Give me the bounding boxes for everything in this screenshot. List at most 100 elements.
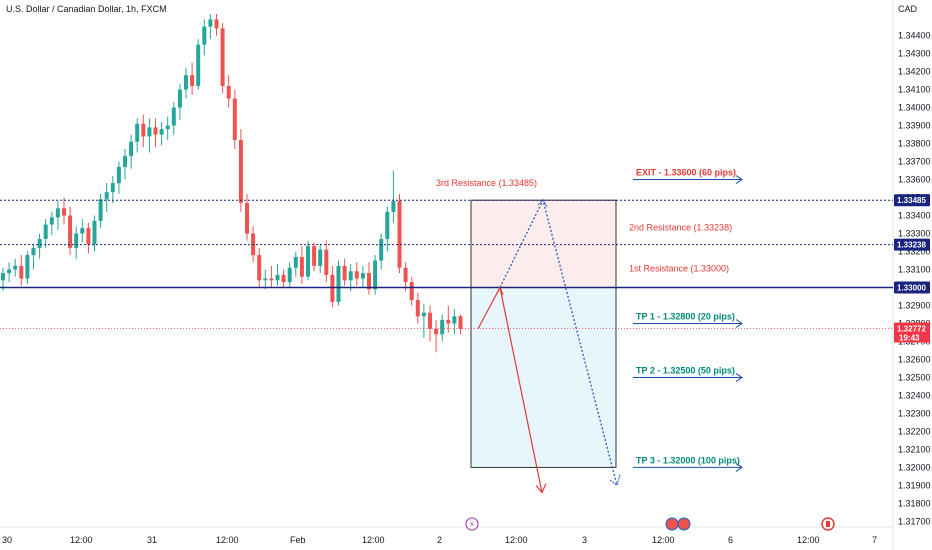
level-price-tag <box>894 281 930 294</box>
candle-body <box>299 256 304 277</box>
candle-body <box>428 312 432 329</box>
last-price-value: 1.32772 <box>897 325 926 334</box>
target-label: TP 2 - 1.32500 (50 pips) <box>636 365 735 375</box>
target-zone-box[interactable] <box>470 286 617 468</box>
price-tick-label: 1.33900 <box>898 121 931 131</box>
price-tick-label: 1.31700 <box>898 516 931 526</box>
last-price-tag <box>894 322 930 343</box>
candle-body <box>275 274 280 281</box>
candle-body <box>19 265 24 279</box>
price-tick-label: 1.33300 <box>898 229 931 239</box>
time-tick-label: 12:00 <box>505 535 528 545</box>
candle-body <box>373 260 378 290</box>
level-price-tag-text: 1.33485 <box>897 196 926 205</box>
candle-body <box>13 265 18 270</box>
time-tick-label: 31 <box>147 535 157 545</box>
time-tick-label: 12:00 <box>216 535 239 545</box>
candle-body <box>80 228 85 234</box>
price-tick-label: 1.34100 <box>898 85 931 95</box>
arrow-head-icon <box>535 483 547 494</box>
price-tick-label: 1.32200 <box>898 426 931 436</box>
candle-body <box>62 208 66 216</box>
lightning-event-icon[interactable] <box>465 517 479 531</box>
candle-body <box>257 255 262 281</box>
candle-body <box>55 208 60 218</box>
candle-body <box>403 267 408 283</box>
price-tick-label: 1.34200 <box>898 67 931 77</box>
price-tick-label: 1.31800 <box>898 498 931 508</box>
time-tick-label: 30 <box>2 535 12 545</box>
price-tick-label: 1.32300 <box>898 408 931 418</box>
candle-body <box>385 211 390 239</box>
last-price-countdown: 19:43 <box>899 334 920 343</box>
candles-layer <box>1 14 463 353</box>
arrow-head-icon <box>735 319 743 328</box>
target-labels: EXIT - 1.33600 (60 pips) TP 1 - 1.32800 (… <box>633 168 743 472</box>
price-tick-label: 1.33400 <box>898 211 931 221</box>
candle-body <box>214 19 219 29</box>
candle-body <box>129 141 134 157</box>
event-icons: ⚡ <box>465 517 835 531</box>
level-price-tag-text: 1.33238 <box>897 241 926 250</box>
candle-body <box>135 123 140 142</box>
candle-body <box>123 156 127 167</box>
price-tick-label: 1.33700 <box>898 157 931 167</box>
candle-body <box>43 224 48 239</box>
candle-body <box>434 328 439 335</box>
projection-arrows <box>0 198 893 494</box>
candle-body <box>171 107 176 126</box>
candle-body <box>415 300 420 317</box>
candle-body <box>184 75 188 90</box>
candle-body <box>104 192 109 200</box>
candle-body <box>360 273 365 279</box>
candle-body <box>7 269 12 274</box>
target-label: TP 1 - 1.32800 (20 pips) <box>636 311 735 321</box>
candle-body <box>421 312 426 317</box>
time-tick-label: 12:00 <box>797 535 820 545</box>
candle-body <box>196 44 201 86</box>
candle-body <box>74 233 79 248</box>
resistance-zone-box[interactable] <box>470 199 617 288</box>
candle-body <box>86 228 91 245</box>
resistance-levels: 3rd Resistance (1.33485) 2nd Resistance (… <box>0 178 893 289</box>
symbol-title: U.S. Dollar / Canadian Dollar, 1h, FXCM <box>6 4 167 14</box>
arrow-head-icon <box>735 373 743 382</box>
resistance-label: 2nd Resistance (1.33238) <box>629 223 732 233</box>
time-tick-label: 6 <box>728 535 733 545</box>
candle-body <box>208 19 213 27</box>
candle-body <box>49 217 54 225</box>
candle-body <box>293 256 298 268</box>
red-projection-line <box>477 287 501 330</box>
arrow-head-icon <box>537 199 548 207</box>
arrow-head-icon <box>609 474 621 487</box>
price-tick-label: 1.34400 <box>898 31 931 41</box>
candle-body <box>306 246 310 277</box>
candle-body <box>379 238 384 261</box>
price-tick-label: 1.33800 <box>898 139 931 149</box>
candle-body <box>452 316 457 324</box>
us-flag-event-icon[interactable] <box>677 517 691 531</box>
time-axis-ticks: 30 12:00 31 12:00 Feb 12:00 2 12:00 3 12:00 6 12:00… <box>2 535 877 545</box>
candle-body <box>153 127 158 135</box>
candle-body <box>318 249 323 266</box>
price-tick-label: 1.32600 <box>898 354 931 364</box>
candle-body <box>141 123 146 137</box>
candle-body <box>92 220 97 245</box>
candle-body <box>391 201 396 212</box>
candle-body <box>263 278 268 281</box>
candle-body <box>409 282 414 301</box>
resistance-label: 3rd Resistance (1.33485) <box>436 178 537 188</box>
price-tick-label: 1.33100 <box>898 265 931 275</box>
maple-leaf-icon <box>826 521 830 527</box>
price-tick-label: 1.32000 <box>898 462 931 472</box>
candle-body <box>287 267 292 283</box>
candle-body <box>98 199 103 221</box>
time-tick-label: 12:00 <box>70 535 93 545</box>
price-tick-label: 1.33200 <box>898 247 931 257</box>
candle-body <box>281 274 286 283</box>
price-tick-label: 1.34000 <box>898 103 931 113</box>
candle-body <box>232 98 237 140</box>
us-flag-event-icon[interactable] <box>665 517 679 531</box>
